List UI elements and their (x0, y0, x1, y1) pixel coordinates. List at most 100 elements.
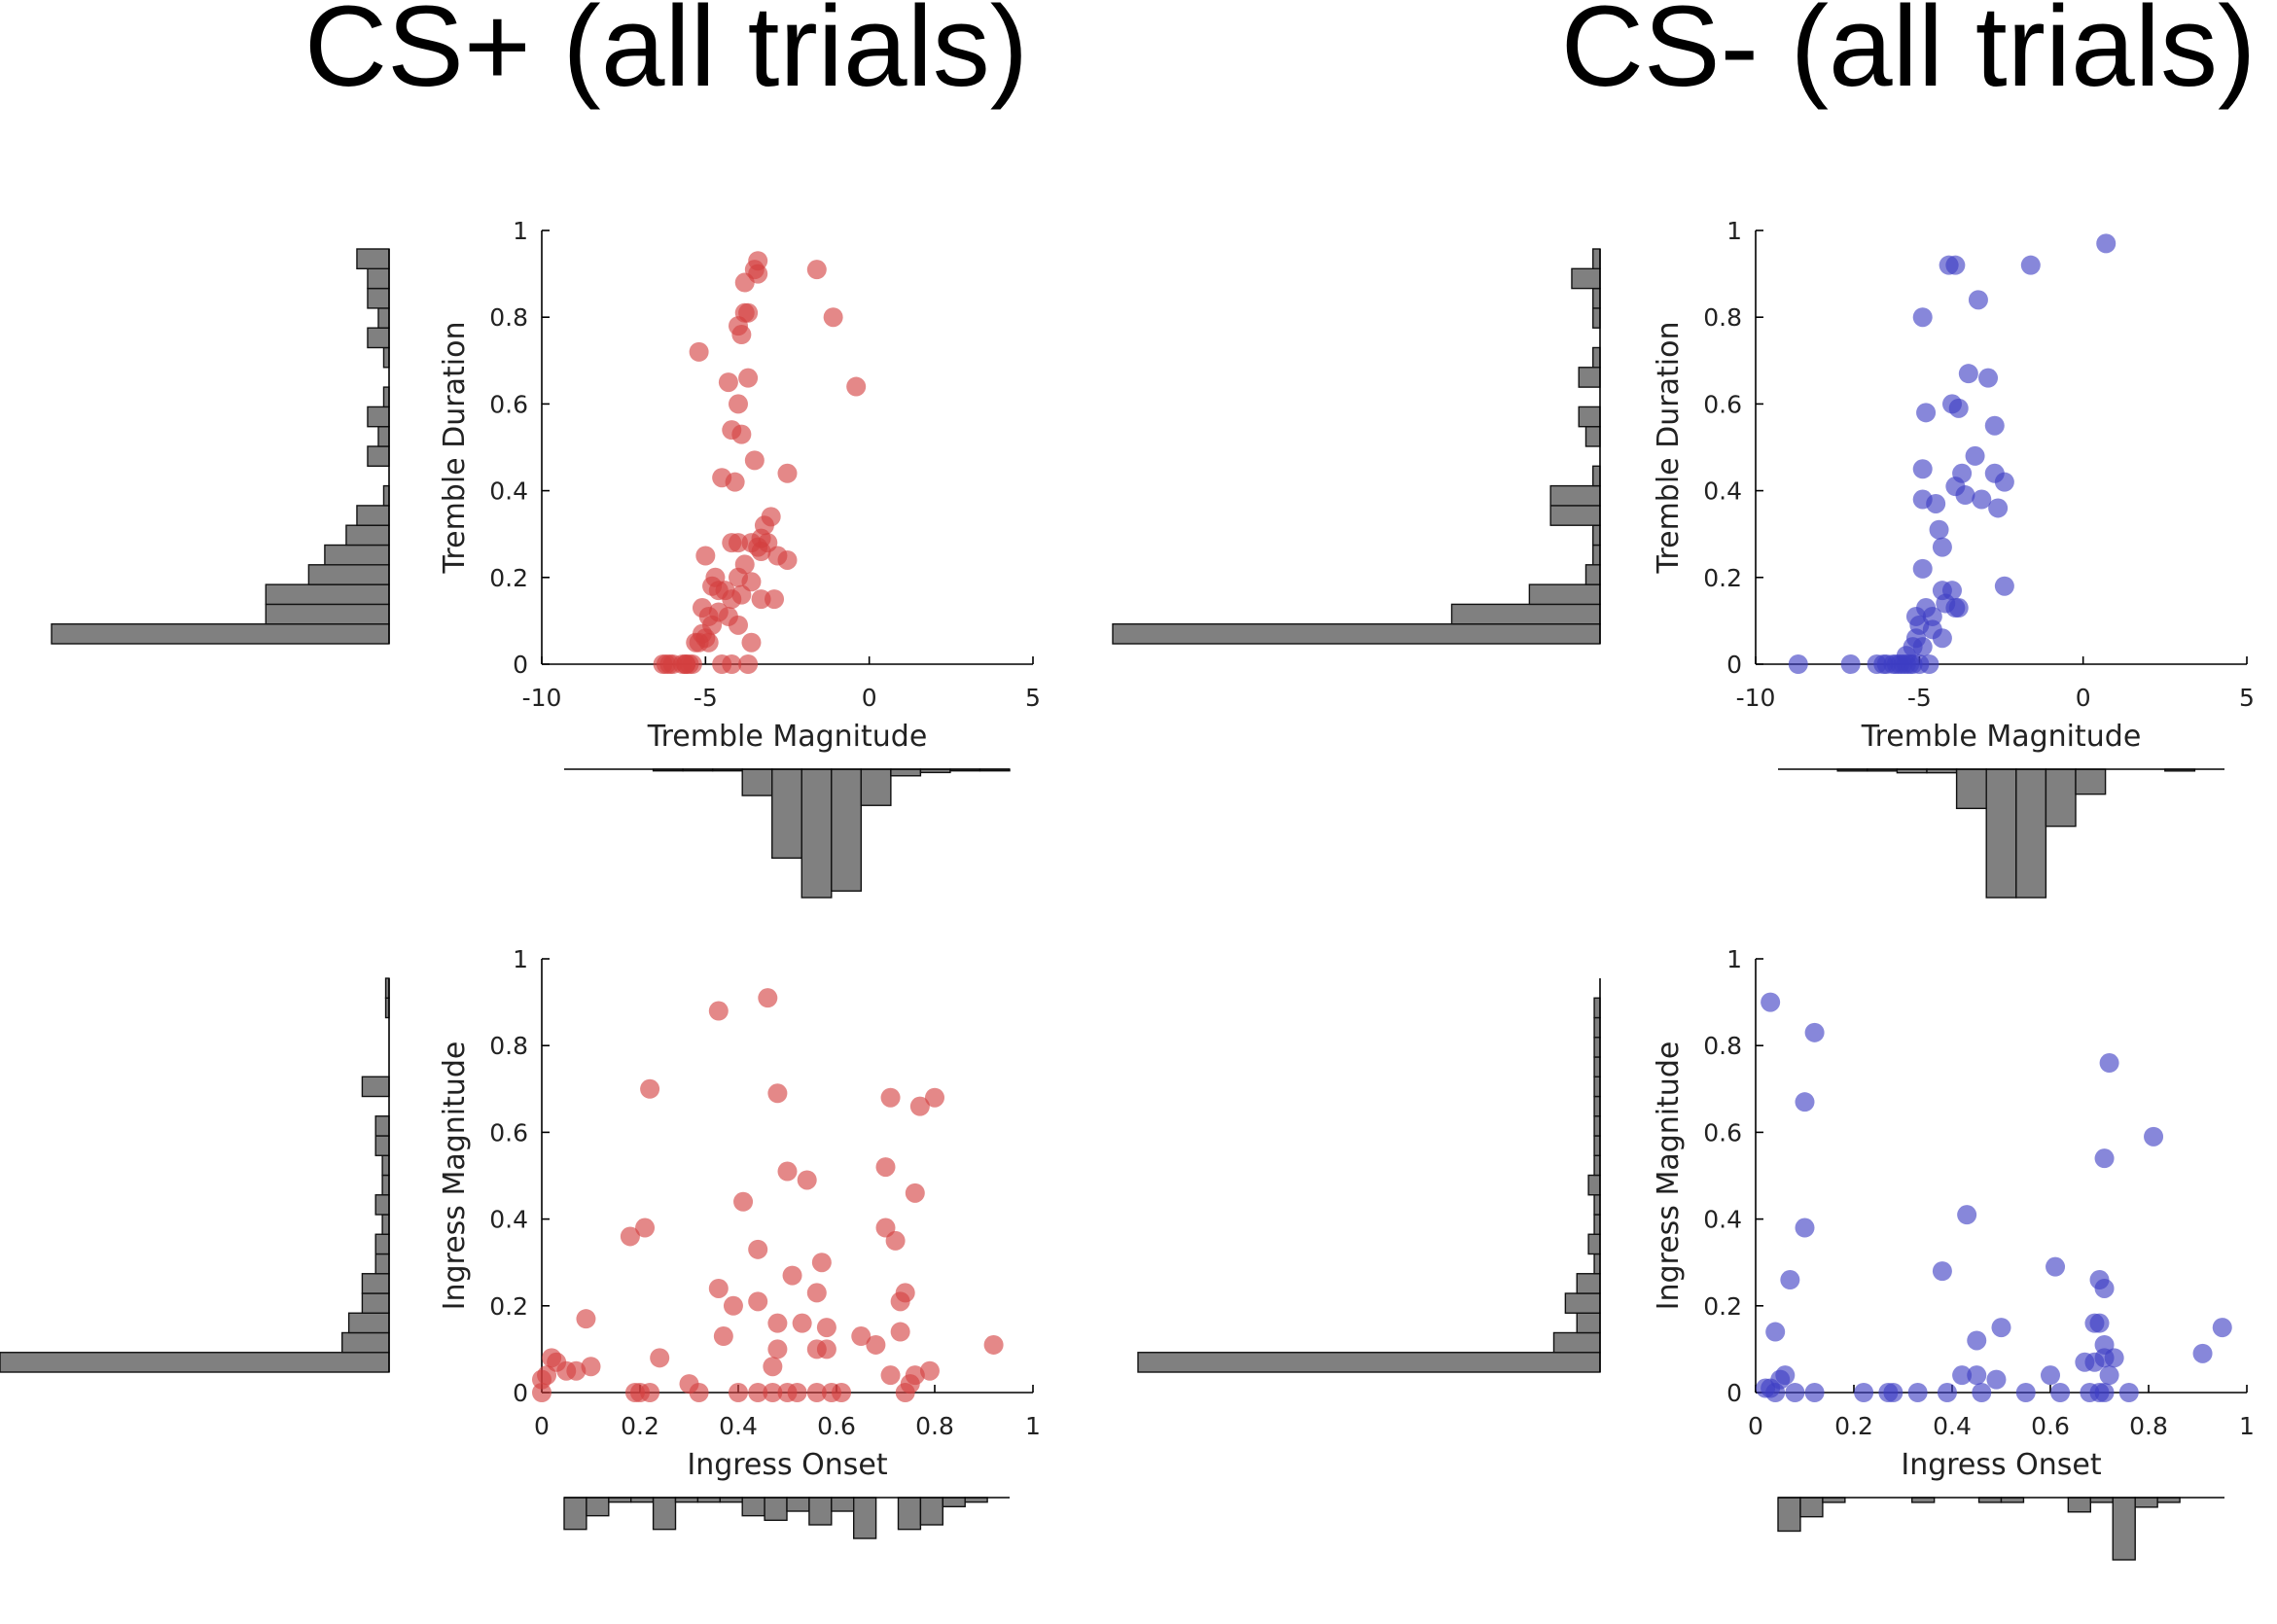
y-tick-label: 1 (1726, 217, 1742, 245)
histogram-bar (1587, 1233, 1601, 1255)
histogram-bar (367, 287, 390, 309)
x-axis-label: Tremble Magnitude (647, 720, 928, 754)
histogram-bar (831, 768, 863, 892)
y-tick-label: 0.6 (1703, 390, 1742, 418)
histogram-bar (1593, 1253, 1601, 1275)
data-point (1932, 628, 1952, 649)
csplus-ingress-scatter: 0 0.2 0.4 0.6 0.8 1 0 0.2 0.4 0.6 0.8 1 Ingress Onse… (438, 945, 1041, 1482)
histogram-bar (919, 1497, 944, 1526)
data-point (738, 368, 759, 388)
data-point (624, 1383, 645, 1402)
data-point (1912, 489, 1933, 510)
data-point (2020, 255, 2041, 275)
y-tick-label: 0.6 (489, 1118, 528, 1147)
histogram-bar (1587, 1174, 1601, 1196)
histogram-bar (307, 564, 390, 585)
data-point (895, 1383, 915, 1402)
data-point (1929, 519, 1949, 540)
data-point (640, 1078, 660, 1099)
data-point (1780, 1270, 1800, 1290)
histogram-bar (563, 1497, 587, 1531)
data-point (2089, 1313, 2110, 1333)
data-point (1804, 1022, 1825, 1042)
y-tick-label: 1 (513, 217, 528, 245)
data-point (1840, 654, 1861, 674)
histogram-bar (2112, 1497, 2136, 1561)
x-tick-label: 0.8 (2129, 1412, 2168, 1440)
data-point (1788, 654, 1808, 674)
data-point (689, 1383, 709, 1402)
histogram-bar (361, 1292, 390, 1314)
y-tick-label: 1 (1726, 945, 1742, 973)
data-point (925, 1087, 944, 1108)
histogram-bar (1593, 1076, 1601, 1098)
data-point (2096, 233, 2117, 254)
histogram-bar (367, 445, 390, 467)
y-tick-label: 0.6 (489, 390, 528, 418)
data-point (733, 1191, 754, 1212)
data-point (1912, 307, 1933, 328)
data-point (787, 1383, 807, 1402)
histogram-bar (853, 1497, 877, 1539)
data-point (832, 1383, 852, 1402)
histogram-bar (586, 1497, 610, 1517)
data-point (2099, 1053, 2119, 1074)
data-point (1967, 1365, 1987, 1386)
y-tick-label: 0.8 (489, 303, 528, 332)
csminus-ingress-onset-hist (1777, 1497, 2224, 1561)
data-point (744, 450, 765, 471)
data-point (765, 589, 785, 610)
csminus-tremble-scatter: -10 -5 0 5 0 0.2 0.4 0.6 0.8 1 Tremble Magnitude Tr… (1652, 217, 2255, 754)
data-point (702, 576, 723, 596)
data-point (2212, 1318, 2232, 1338)
data-point (741, 632, 762, 653)
data-point (1952, 1365, 1973, 1386)
data-point (767, 1313, 788, 1333)
histogram-bar (347, 1312, 390, 1334)
data-point (782, 1265, 802, 1286)
data-point (2192, 1343, 2213, 1363)
x-tick-label: -10 (522, 684, 562, 712)
data-point (532, 1383, 551, 1402)
histogram-bar (1549, 484, 1601, 507)
histogram-bar (2015, 768, 2047, 899)
data-point (1945, 255, 1966, 275)
data-point (2094, 1148, 2115, 1169)
x-axis-label: Ingress Onset (1901, 1448, 2102, 1482)
histogram-bar (1576, 1273, 1601, 1294)
histogram-bar (1137, 1352, 1601, 1373)
data-point (816, 1318, 836, 1338)
y-tick-label: 0.2 (1703, 564, 1742, 592)
histogram-bar (771, 768, 802, 860)
data-point (806, 1283, 827, 1303)
histogram-bar (1593, 1135, 1601, 1156)
data-point (797, 1170, 817, 1190)
data-point (581, 1357, 601, 1377)
data-point (1932, 537, 1952, 557)
histogram-bar (860, 768, 892, 806)
histogram-bar (367, 406, 390, 428)
histogram-bar (1112, 623, 1601, 645)
histogram-bar (1955, 768, 1987, 810)
histogram-bar (0, 1352, 390, 1373)
histogram-bar (345, 524, 390, 547)
histogram-bar (1578, 367, 1601, 388)
y-tick-label: 0.4 (1703, 1206, 1742, 1234)
data-point (1761, 992, 1781, 1012)
histogram-bar (1584, 426, 1601, 447)
data-point (650, 1348, 670, 1368)
csplus-ingress-onset-hist (563, 1497, 1010, 1539)
data-point (731, 424, 752, 444)
data-point (851, 1326, 872, 1347)
histogram-bar (741, 1497, 765, 1517)
data-point (1896, 654, 1916, 674)
histogram-bar (381, 1174, 390, 1196)
data-point (698, 632, 719, 653)
x-tick-label: 0.2 (1834, 1412, 1873, 1440)
histogram-bar (1552, 1331, 1601, 1354)
histogram-bar (1571, 267, 1601, 290)
data-point (763, 1357, 783, 1377)
histogram-bar (341, 1331, 390, 1354)
y-tick-label: 0.2 (489, 564, 528, 592)
csminus-tremble-duration-hist (1112, 248, 1601, 645)
